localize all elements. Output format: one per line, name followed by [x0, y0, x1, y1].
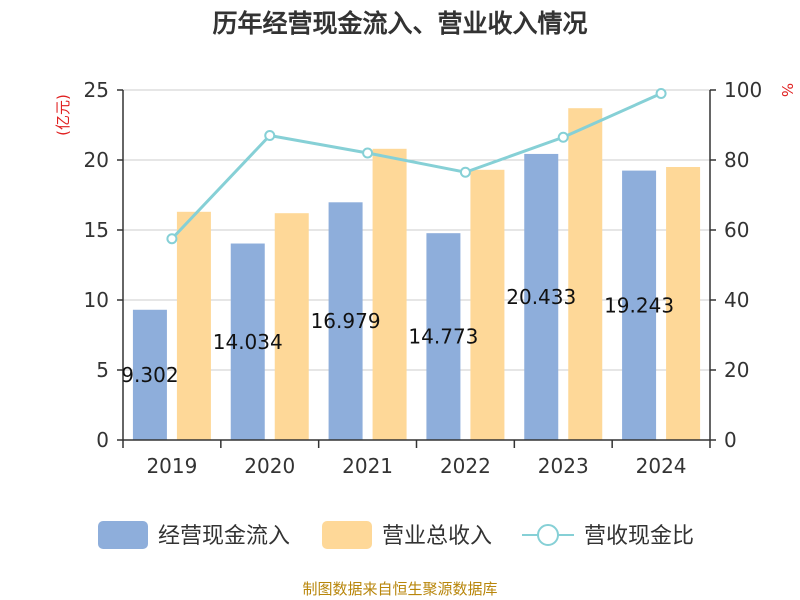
bar — [176, 211, 211, 440]
data-label: 19.243 — [604, 293, 674, 317]
y-right-tick-label: 60 — [724, 218, 749, 242]
legend-swatch — [322, 521, 372, 549]
bar — [372, 148, 407, 441]
legend-swatch — [98, 521, 148, 549]
x-tick-label: 2021 — [342, 454, 393, 478]
bar — [524, 153, 559, 441]
data-label: 9.302 — [121, 363, 178, 387]
y-left-tick-label: 15 — [84, 218, 109, 242]
line-point — [459, 166, 471, 178]
line-point — [557, 131, 569, 143]
bar — [132, 309, 167, 440]
bar — [666, 167, 701, 440]
line-point — [655, 88, 667, 99]
x-tick-label: 2020 — [244, 454, 295, 478]
y-right-tick-label: 80 — [724, 148, 749, 172]
source-footer: 制图数据来自恒生聚源数据库 — [302, 580, 498, 598]
legend-label: 经营现金流入 — [158, 524, 290, 549]
bar — [622, 170, 657, 440]
y-right-tick-label: 20 — [724, 358, 749, 382]
x-tick-label: 2023 — [538, 454, 589, 478]
x-tick-label: 2024 — [636, 454, 687, 478]
y-left-tick-label: 20 — [84, 148, 109, 172]
bar — [328, 202, 363, 440]
line-point — [166, 233, 178, 245]
bar — [568, 108, 603, 440]
y-left-tick-label: 10 — [84, 288, 109, 312]
y-right-tick-label: 100 — [724, 78, 762, 102]
y-right-tick-label: 0 — [724, 428, 737, 452]
legend-label: 营业总收入 — [382, 524, 492, 549]
y-left-unit: (亿元) — [54, 94, 72, 136]
data-label: 16.979 — [311, 309, 381, 333]
legend-marker — [537, 524, 559, 546]
data-label: 14.773 — [408, 325, 478, 349]
bar — [426, 233, 461, 440]
y-left-tick-label: 0 — [96, 428, 109, 452]
y-left-tick-label: 5 — [96, 358, 109, 382]
data-label: 20.433 — [506, 285, 576, 309]
series-line — [170, 92, 662, 240]
line-point — [362, 147, 374, 159]
line-point — [264, 130, 276, 141]
y-right-tick-label: 40 — [724, 288, 749, 312]
data-label: 14.034 — [213, 330, 283, 354]
bar — [230, 243, 265, 440]
y-right-unit: % — [778, 83, 796, 97]
legend-label: 营收现金比 — [584, 524, 694, 549]
chart-title: 历年经营现金流入、营业收入情况 — [212, 9, 588, 38]
bar — [274, 213, 309, 440]
y-left-tick-label: 25 — [84, 78, 109, 102]
x-tick-label: 2019 — [146, 454, 197, 478]
x-tick-label: 2022 — [440, 454, 491, 478]
bar — [470, 169, 505, 441]
